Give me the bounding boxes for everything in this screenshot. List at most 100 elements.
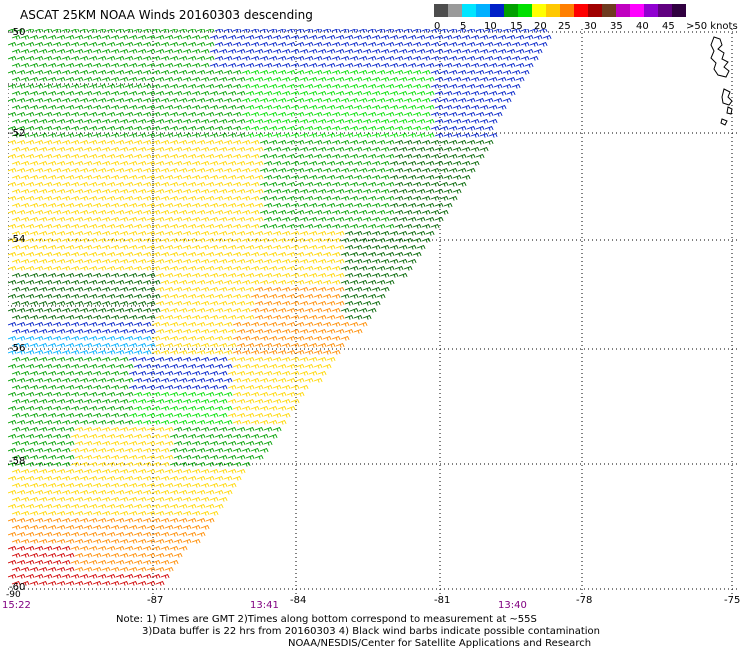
wind-barb bbox=[371, 217, 381, 222]
legend-swatch bbox=[602, 4, 616, 17]
wind-barb bbox=[79, 84, 89, 89]
wind-barb bbox=[79, 238, 89, 243]
wind-barb bbox=[146, 581, 156, 586]
legend-label: 30 bbox=[584, 21, 597, 32]
wind-barb bbox=[146, 231, 156, 236]
wind-barb bbox=[29, 539, 39, 544]
wind-barb bbox=[326, 161, 336, 166]
wind-barb bbox=[407, 259, 417, 264]
wind-barb bbox=[155, 343, 165, 348]
wind-barb bbox=[362, 63, 372, 68]
wind-barb bbox=[245, 49, 255, 54]
wind-barb bbox=[169, 532, 179, 537]
wind-barb bbox=[520, 56, 530, 61]
wind-barb bbox=[470, 77, 480, 82]
wind-barb bbox=[313, 70, 323, 75]
wind-barb bbox=[245, 287, 255, 292]
wind-barb bbox=[101, 567, 111, 572]
wind-barb bbox=[38, 287, 48, 292]
wind-barb bbox=[119, 441, 129, 446]
wind-barb bbox=[434, 49, 444, 54]
wind-barb bbox=[299, 301, 309, 306]
wind-barb bbox=[268, 42, 278, 47]
wind-barb bbox=[281, 133, 291, 138]
wind-barb bbox=[196, 210, 206, 215]
wind-barb bbox=[236, 455, 246, 460]
wind-barb bbox=[286, 126, 296, 131]
wind-barb bbox=[61, 266, 71, 271]
wind-barb bbox=[475, 42, 485, 47]
wind-barb bbox=[101, 357, 111, 362]
wind-barb bbox=[353, 91, 363, 96]
wind-barb bbox=[83, 413, 93, 418]
wind-barb bbox=[241, 350, 251, 355]
wind-barb bbox=[155, 231, 165, 236]
wind-barb bbox=[124, 532, 134, 537]
wind-barb bbox=[308, 357, 318, 362]
wind-barb bbox=[83, 91, 93, 96]
wind-barb bbox=[11, 357, 21, 362]
wind-barb bbox=[160, 294, 170, 299]
wind-barb bbox=[8, 70, 17, 75]
wind-barb bbox=[349, 112, 359, 117]
wind-barb bbox=[83, 385, 93, 390]
wind-barb bbox=[340, 98, 350, 103]
wind-barb bbox=[38, 469, 48, 474]
wind-barb bbox=[47, 105, 57, 110]
wind-barb bbox=[196, 336, 206, 341]
wind-barb bbox=[160, 98, 170, 103]
wind-barb bbox=[245, 301, 255, 306]
wind-barb bbox=[349, 140, 359, 145]
wind-barb bbox=[182, 357, 192, 362]
wind-barb bbox=[164, 539, 174, 544]
wind-barb bbox=[34, 322, 44, 327]
wind-barb bbox=[281, 259, 291, 264]
wind-barb bbox=[25, 476, 35, 481]
wind-barb bbox=[25, 490, 35, 495]
wind-barb bbox=[425, 147, 435, 152]
wind-barb bbox=[74, 63, 84, 68]
wind-barb bbox=[416, 147, 426, 152]
wind-barb bbox=[146, 371, 156, 376]
wind-barb bbox=[421, 70, 431, 75]
wind-barb bbox=[182, 469, 192, 474]
wind-barb bbox=[277, 350, 287, 355]
wind-barb bbox=[146, 49, 156, 54]
wind-barb bbox=[380, 77, 390, 82]
wind-barb bbox=[281, 91, 291, 96]
wind-barb bbox=[34, 294, 44, 299]
wind-barb bbox=[11, 385, 21, 390]
wind-barb bbox=[169, 98, 179, 103]
wind-barb bbox=[214, 224, 224, 229]
wind-barb bbox=[128, 455, 138, 460]
wind-barb bbox=[47, 385, 57, 390]
wind-barb bbox=[227, 203, 237, 208]
wind-barb bbox=[160, 462, 170, 467]
wind-barb bbox=[65, 63, 75, 68]
wind-barb bbox=[119, 175, 129, 180]
wind-barb bbox=[349, 308, 359, 313]
wind-barb bbox=[128, 357, 138, 362]
wind-barb bbox=[200, 511, 210, 516]
wind-barb bbox=[353, 329, 363, 334]
wind-barb bbox=[263, 203, 273, 208]
wind-barb bbox=[137, 539, 147, 544]
wind-barb bbox=[137, 483, 147, 488]
wind-barb bbox=[299, 49, 309, 54]
wind-barb bbox=[209, 203, 219, 208]
wind-barb bbox=[250, 406, 260, 411]
wind-barb bbox=[448, 168, 458, 173]
wind-barb bbox=[164, 385, 174, 390]
wind-barb bbox=[281, 147, 291, 152]
wind-barb bbox=[128, 105, 138, 110]
wind-barb bbox=[308, 245, 318, 250]
wind-barb bbox=[110, 245, 120, 250]
wind-barb bbox=[223, 70, 233, 75]
wind-barb bbox=[52, 140, 62, 145]
wind-barb bbox=[236, 399, 246, 404]
wind-barb bbox=[407, 175, 417, 180]
wind-barb bbox=[182, 77, 192, 82]
wind-barb bbox=[25, 308, 35, 313]
wind-barb bbox=[164, 245, 174, 250]
wind-barb bbox=[227, 161, 237, 166]
